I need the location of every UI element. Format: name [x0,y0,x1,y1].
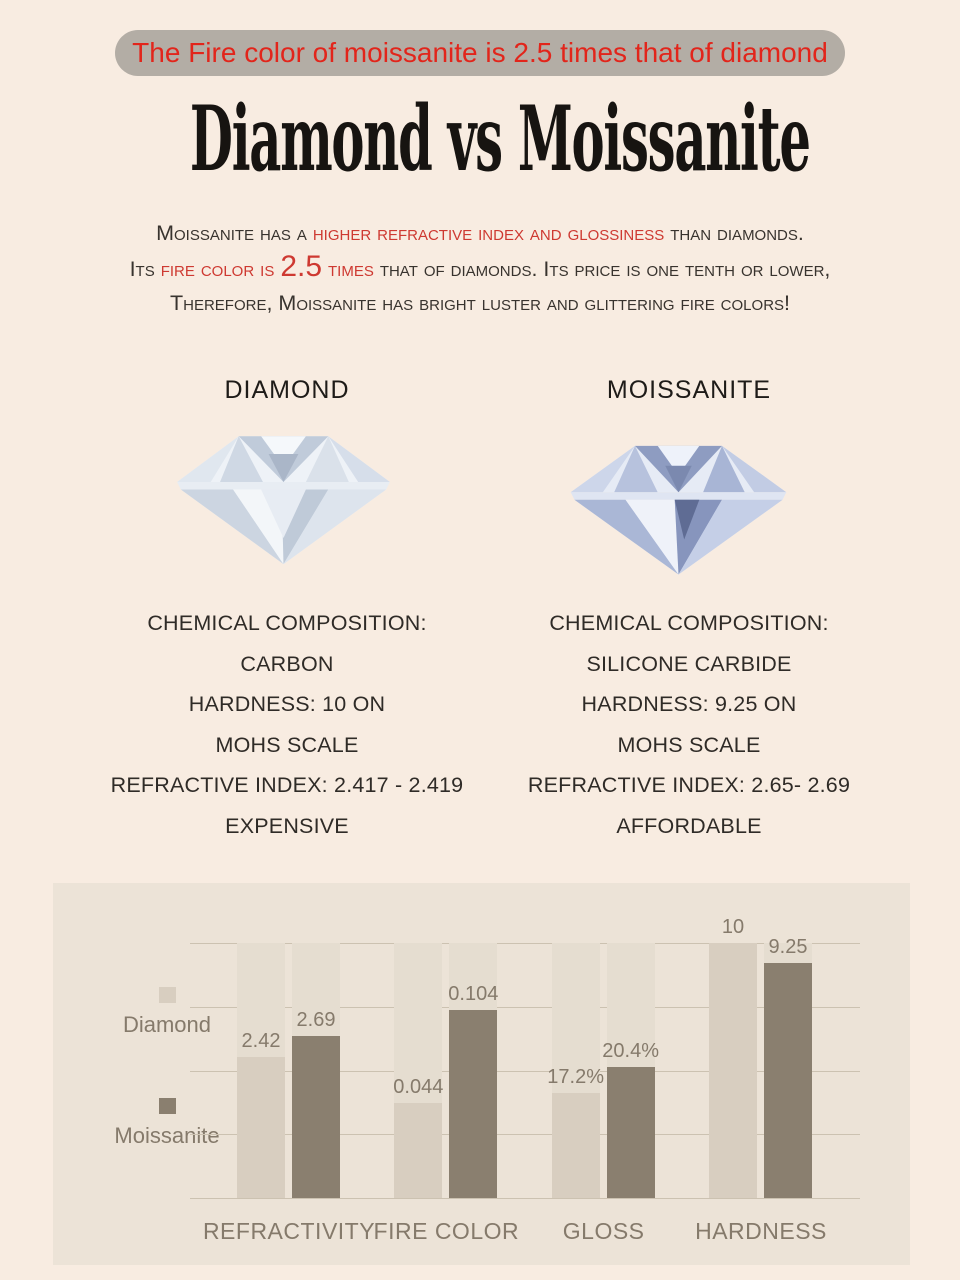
spec-line: CHEMICAL COMPOSITION: [549,611,829,635]
bar-group-fire-color: 0.044 0.104 FIRE COLOR [374,943,519,1244]
moissanite-photo [565,431,792,578]
diamond-gem-illustration [177,436,390,565]
spec-line: MOHS SCALE [215,732,359,757]
bar-value-label: 0.104 [448,983,499,1006]
gridline [190,1134,860,1136]
spec-line: REFRACTIVE INDEX: 2.417 - 2.419 [110,773,464,797]
diamond-bar [394,1102,443,1198]
gridline [190,1006,860,1008]
bar-value-label: 2.42 [241,1030,281,1052]
gridline [190,1070,860,1072]
intro-line-2: Its fire color is 2.5 times that of diam… [129,250,831,283]
bar-group-refractivity: 2.42 2.69 REFRACTIVITY [203,943,375,1244]
bar-track: 20.4% [602,943,659,1198]
chart-plot: 2.42 2.69 REFRACTIVITY 0.044 0.104 FIRE COLOR… [190,916,860,1244]
moissanite-bar [292,1036,340,1198]
spec-line: CARBON [240,651,334,676]
bar-value-label: 2.69 [296,1009,336,1032]
diamond-bar [237,1057,285,1198]
gridline [190,1198,860,1199]
spec-line: MOHS SCALE [617,732,761,757]
moissanite-bar [449,1010,498,1198]
intro-line-3: Therefore, Moissanite has bright luster … [169,291,791,315]
comparison-bar-chart: Diamond Moissanite 2.42 2.69 REFRACTIVITY 0… [53,883,910,1265]
legend-item-moissanite: Moissanite [93,1098,271,1149]
legend-label-diamond: Diamond [122,1012,212,1037]
diamond-bar [551,1092,600,1198]
spec-line: HARDNESS: 10 ON [188,692,386,716]
moissanite-swatch [159,1098,176,1114]
spec-line: SILICONE CARBIDE [586,651,792,676]
gridline [190,943,860,944]
diamond-swatch [159,987,176,1003]
diamond-photo [167,426,400,566]
legend-label-moissanite: Moissanite [114,1123,220,1148]
bar-track: 0.044 [393,943,444,1198]
bar-track: 2.42 [237,943,285,1198]
bar-value-label: 9.25 [768,935,808,958]
bar-value-label: 17.2% [547,1065,605,1088]
page-title: Diamond vs Moissanite [189,86,811,192]
moissanite-bar [606,1066,655,1198]
bar-track: 10 [708,916,757,1198]
spec-line: CHEMICAL COMPOSITION: [147,611,427,635]
legend-item-diamond: Diamond [93,987,271,1038]
spec-line: HARDNESS: 9.25 ON [581,692,797,716]
spec-line: EXPENSIVE [225,813,349,838]
bar-value-label: 10 [721,916,745,938]
bar-track: 2.69 [292,943,340,1198]
diamond-column-label: DIAMOND [224,376,350,404]
bar-group-hardness: 10 9.25 HARDNESS [695,916,826,1244]
diamond-bar [708,943,757,1198]
bar-value-label: 0.044 [393,1075,444,1098]
diamond-spec-list: CHEMICAL COMPOSITION: CARBON HARDNESS: 1… [81,603,493,846]
category-label: HARDNESS [695,1218,827,1244]
spec-line: REFRACTIVE INDEX: 2.65- 2.69 [527,773,851,797]
top-banner: The Fire color of moissanite is 2.5 time… [115,30,845,76]
moissanite-spec-list: CHEMICAL COMPOSITION: SILICONE CARBIDE H… [483,603,895,846]
category-label: FIRE COLOR [373,1218,520,1244]
bar-track: 17.2% [547,943,604,1198]
category-label: REFRACTIVITY [202,1218,376,1244]
moissanite-bar [763,962,812,1198]
spec-line: AFFORDABLE [616,813,762,838]
banner-text: The Fire color of moissanite is 2.5 time… [132,37,828,68]
bar-track: 9.25 [763,936,812,1198]
intro-line-1: Moissanite has a higher refractive index… [156,221,804,245]
bar-group-gloss: 17.2% 20.4% GLOSS [547,943,659,1244]
moissanite-gem-illustration [570,445,787,575]
bar-track: 0.104 [448,943,499,1198]
bar-value-label: 20.4% [602,1039,660,1062]
intro-paragraph: Moissanite has a higher refractive index… [40,216,920,320]
category-label: GLOSS [562,1218,645,1244]
moissanite-column-label: MOISSANITE [606,376,772,404]
